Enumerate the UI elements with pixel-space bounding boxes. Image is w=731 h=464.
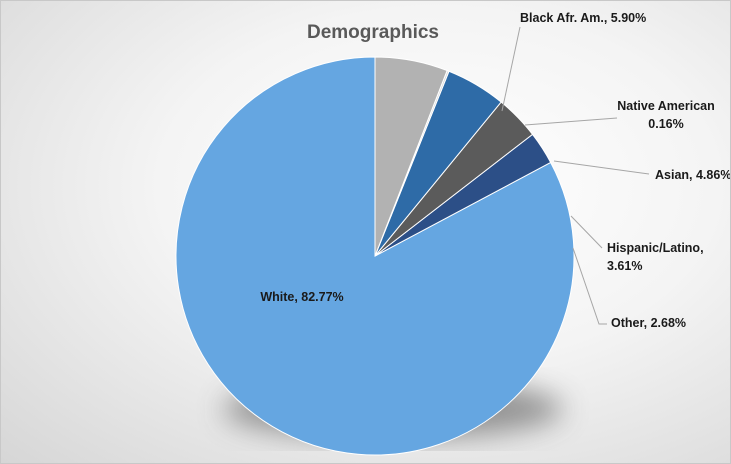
data-label-line: Other, 2.68% [611, 316, 686, 330]
leader-lines [501, 26, 650, 325]
data-label: Native American 0.16% [617, 99, 715, 131]
data-label: White, 82.77% [260, 290, 343, 304]
data-label-line: Black Afr. Am., 5.90% [520, 11, 646, 25]
data-label-line: White, 82.77% [260, 290, 343, 304]
data-label-line: 0.16% [648, 117, 683, 131]
leader-line [572, 247, 607, 325]
data-label: Hispanic/Latino, 3.61% [607, 241, 704, 273]
chart-title: Demographics [307, 22, 439, 43]
pie-slice-black-afr-am [374, 56, 448, 257]
data-label: Other, 2.68% [611, 316, 686, 330]
leader-line [553, 160, 650, 175]
data-labels: White, 82.77% Other, 2.68% Hispanic/Latino… [260, 11, 731, 330]
pie-slices [175, 56, 575, 456]
data-label: Asian, 4.86% [655, 168, 731, 182]
data-label: Black Afr. Am., 5.90% [520, 11, 646, 25]
leader-line [570, 215, 603, 249]
leader-line [501, 26, 521, 112]
data-label-line: Asian, 4.86% [655, 168, 731, 182]
data-label-line: Hispanic/Latino, [607, 241, 704, 255]
data-label-line: 3.61% [607, 259, 642, 273]
leader-line [524, 117, 618, 126]
data-label-line: Native American [617, 99, 715, 113]
